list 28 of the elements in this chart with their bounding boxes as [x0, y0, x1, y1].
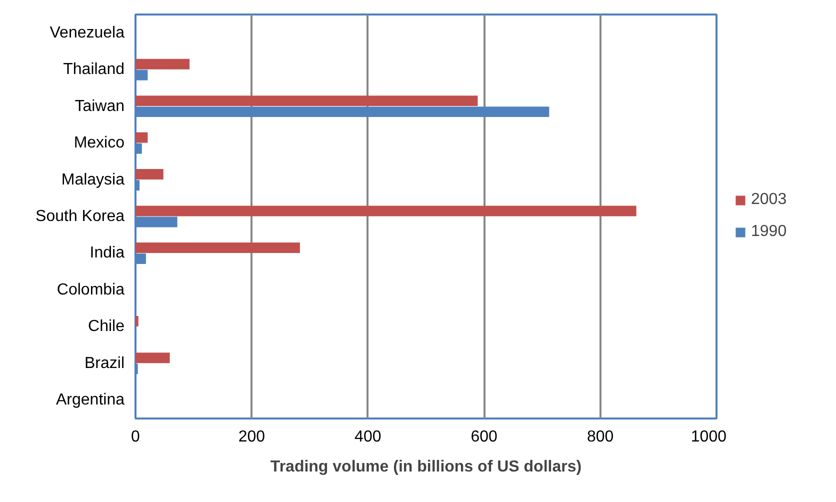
y-tick-label: India: [90, 244, 125, 262]
y-tick-label: Mexico: [74, 134, 125, 152]
y-tick-label: Brazil: [84, 354, 125, 372]
x-tick-label: 0: [131, 428, 140, 446]
y-tick-label: Malaysia: [61, 171, 125, 188]
x-tick-label: 200: [238, 428, 266, 446]
x-tick-label: 600: [470, 428, 498, 446]
x-tick-label: 400: [354, 428, 382, 446]
bar: [136, 316, 138, 326]
y-tick-label: Chile: [88, 318, 125, 336]
bar: [136, 169, 164, 180]
x-tick-label: 1000: [690, 428, 727, 446]
bar: [136, 58, 190, 70]
y-tick-label: Colombia: [56, 281, 125, 298]
y-tick-label: Venezuela: [50, 24, 125, 42]
y-tick-label: Thailand: [63, 61, 124, 78]
x-tick-label: 800: [586, 428, 614, 446]
y-tick-label: Taiwan: [74, 98, 125, 115]
y-tick-label: Argentina: [56, 392, 125, 409]
y-tick-label: South Korea: [36, 208, 125, 225]
legend-label: 1990: [751, 223, 787, 241]
legend-label: 2003: [751, 191, 787, 209]
x-axis-title: Trading volume (in billions of US dollars): [270, 458, 582, 476]
bar: [136, 132, 148, 143]
bar: [136, 96, 478, 106]
bar: [136, 242, 300, 253]
bar: [136, 206, 636, 216]
bar: [136, 352, 170, 364]
